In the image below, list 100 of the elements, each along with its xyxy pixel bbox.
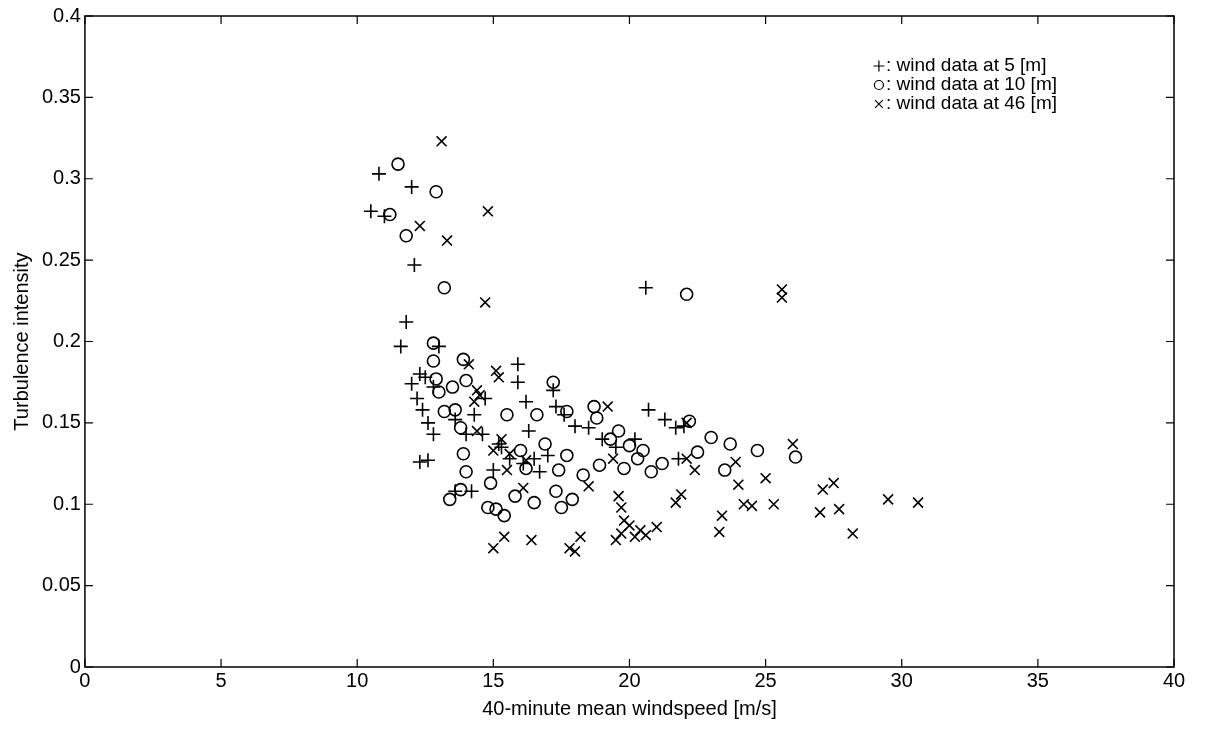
point	[634, 524, 647, 537]
point	[447, 411, 464, 428]
point	[622, 438, 637, 453]
point	[636, 443, 650, 458]
point	[682, 414, 697, 429]
point	[538, 437, 552, 451]
point	[435, 135, 448, 148]
point	[608, 439, 624, 456]
point	[601, 400, 614, 413]
point	[489, 502, 503, 516]
point	[420, 452, 436, 469]
point	[442, 492, 457, 507]
point	[519, 461, 533, 476]
point	[603, 432, 618, 446]
point	[392, 338, 409, 355]
point	[738, 498, 750, 510]
point	[490, 365, 502, 377]
point	[510, 374, 526, 390]
point	[473, 389, 486, 401]
point	[482, 205, 494, 218]
point	[667, 419, 684, 436]
point	[483, 476, 498, 490]
point	[414, 220, 426, 232]
y-tick-label: 0	[69, 654, 81, 677]
point	[750, 443, 765, 458]
x-tick-label: 25	[754, 668, 777, 691]
x-tick-label: 5	[215, 668, 227, 691]
point	[549, 484, 563, 499]
point	[447, 483, 464, 500]
point	[580, 419, 597, 436]
point	[531, 463, 548, 480]
point	[732, 478, 745, 491]
point	[391, 157, 405, 171]
point	[670, 450, 687, 467]
point	[713, 526, 726, 538]
point	[518, 393, 534, 410]
point	[508, 489, 522, 503]
point	[463, 358, 475, 371]
point	[563, 542, 576, 554]
y-tick-label: 0.05	[41, 573, 81, 596]
point	[746, 500, 758, 512]
point	[526, 450, 542, 467]
point	[437, 280, 452, 295]
point	[501, 450, 518, 467]
point	[676, 418, 692, 434]
point	[729, 456, 742, 468]
point	[458, 426, 474, 443]
point	[675, 488, 687, 501]
point	[638, 279, 654, 296]
point	[515, 455, 532, 472]
point	[716, 509, 728, 522]
y-tick-label: 0.4	[53, 3, 81, 26]
point	[640, 402, 657, 418]
point	[589, 411, 604, 425]
point	[437, 404, 452, 419]
point	[425, 426, 442, 443]
point	[569, 545, 581, 558]
point	[759, 472, 772, 484]
point	[432, 385, 446, 399]
point	[617, 461, 631, 476]
point	[912, 496, 924, 509]
point	[679, 287, 694, 302]
point	[650, 521, 663, 533]
point	[412, 366, 428, 382]
point	[525, 534, 538, 546]
point	[582, 480, 595, 493]
point	[545, 382, 562, 399]
point	[611, 424, 626, 438]
point	[587, 399, 601, 414]
point	[481, 500, 495, 515]
point	[539, 447, 556, 464]
point	[459, 373, 473, 388]
point	[768, 498, 780, 510]
y-tick-label: 0.25	[41, 247, 81, 270]
point	[466, 406, 483, 423]
point	[655, 456, 669, 471]
point	[527, 495, 541, 510]
point	[723, 437, 737, 451]
point	[498, 531, 510, 543]
point	[420, 415, 436, 431]
point	[490, 436, 507, 452]
point	[403, 179, 420, 195]
point	[565, 492, 580, 507]
point	[560, 448, 574, 463]
point	[495, 433, 508, 445]
point	[448, 403, 463, 417]
x-tick-label: 15	[482, 668, 505, 691]
point	[497, 508, 512, 523]
point	[493, 439, 510, 456]
y-tick-label: 0.35	[41, 84, 81, 107]
y-axis-title: Turbulence intensity	[9, 252, 32, 431]
point	[459, 464, 473, 479]
point	[513, 443, 528, 458]
point	[546, 375, 561, 389]
point	[576, 468, 590, 482]
point	[657, 411, 673, 428]
point	[882, 493, 894, 506]
point	[456, 352, 471, 367]
point	[431, 338, 447, 355]
point	[463, 483, 480, 500]
